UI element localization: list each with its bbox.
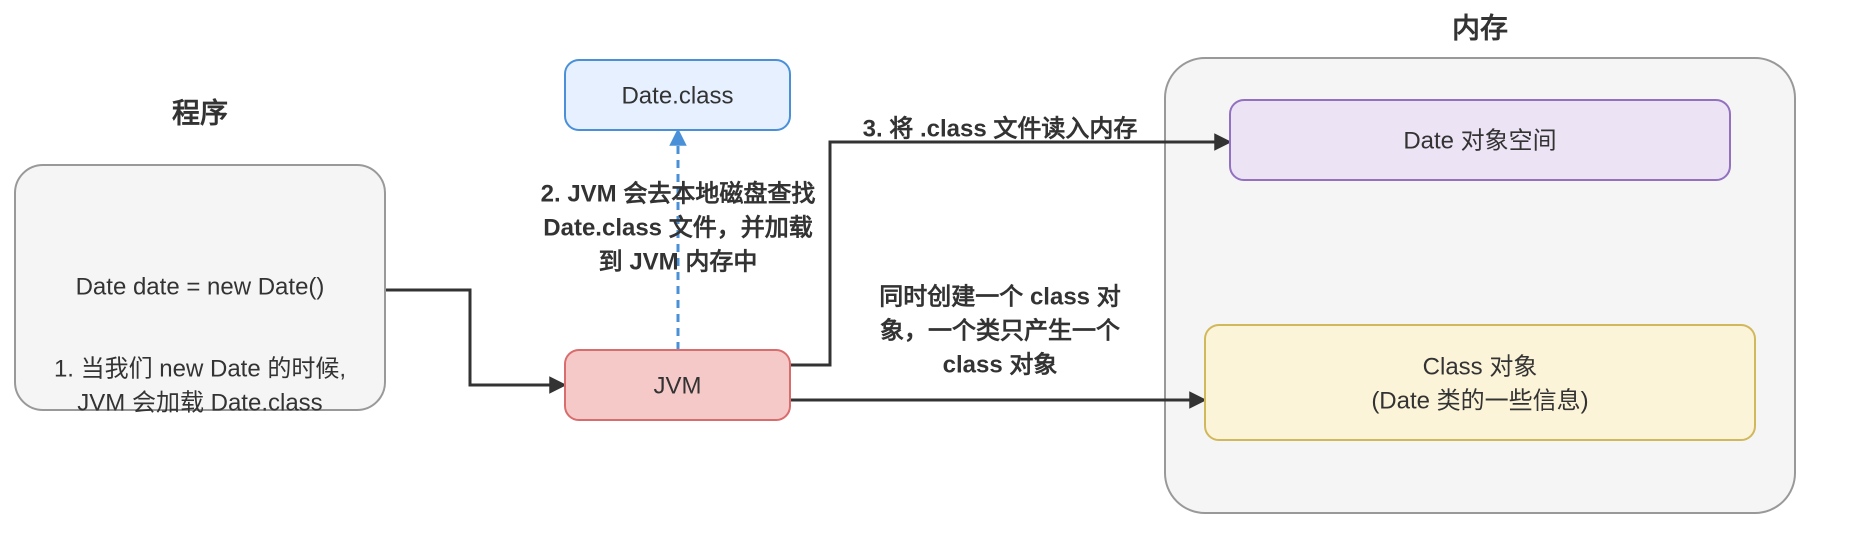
label-step3: 3. 将 .class 文件读入内存 <box>863 114 1138 142</box>
label-step4-line-2: class 对象 <box>943 350 1058 378</box>
node-program-line-2: 1. 当我们 new Date 的时候, <box>54 355 346 382</box>
node-jvm-line-0: JVM <box>654 372 702 399</box>
node-program-line-0: Date date = new Date() <box>76 273 325 300</box>
node-date_space: Date 对象空间 <box>1230 100 1730 180</box>
label-step4: 同时创建一个 class 对象，一个类只产生一个 class 对象 <box>879 283 1121 378</box>
title-memory: 内存 <box>1452 11 1508 43</box>
node-dateclass: Date.class <box>565 60 790 130</box>
label-step4-line-0: 同时创建一个 class 对 <box>879 283 1120 310</box>
node-jvm: JVM <box>565 350 790 420</box>
label-step2-line-2: 到 JVM 内存中 <box>599 248 758 275</box>
node-class_obj-line-1: (Date 类的一些信息) <box>1371 387 1588 414</box>
node-program-line-3: JVM 会加载 Date.class <box>77 389 322 416</box>
label-step2-line-0: 2. JVM 会去本地磁盘查找 <box>541 179 816 207</box>
node-class_obj: Class 对象 (Date 类的一些信息) <box>1205 325 1755 440</box>
label-step2-line-1: Date.class 文件，并加载 <box>543 213 812 241</box>
label-step3-line-0: 3. 将 .class 文件读入内存 <box>863 114 1138 142</box>
node-class_obj-line-0: Class 对象 <box>1423 353 1538 380</box>
edge-e_program_jvm <box>385 290 565 385</box>
title-program: 程序 <box>172 96 228 128</box>
node-dateclass-line-0: Date.class <box>621 82 733 109</box>
label-step2: 2. JVM 会去本地磁盘查找 Date.class 文件，并加载到 JVM 内存… <box>541 179 816 275</box>
node-program: Date date = new Date() 1. 当我们 new Date 的时… <box>15 165 385 416</box>
node-date_space-line-0: Date 对象空间 <box>1403 127 1556 154</box>
label-step4-line-1: 象，一个类只产生一个 <box>880 316 1121 344</box>
